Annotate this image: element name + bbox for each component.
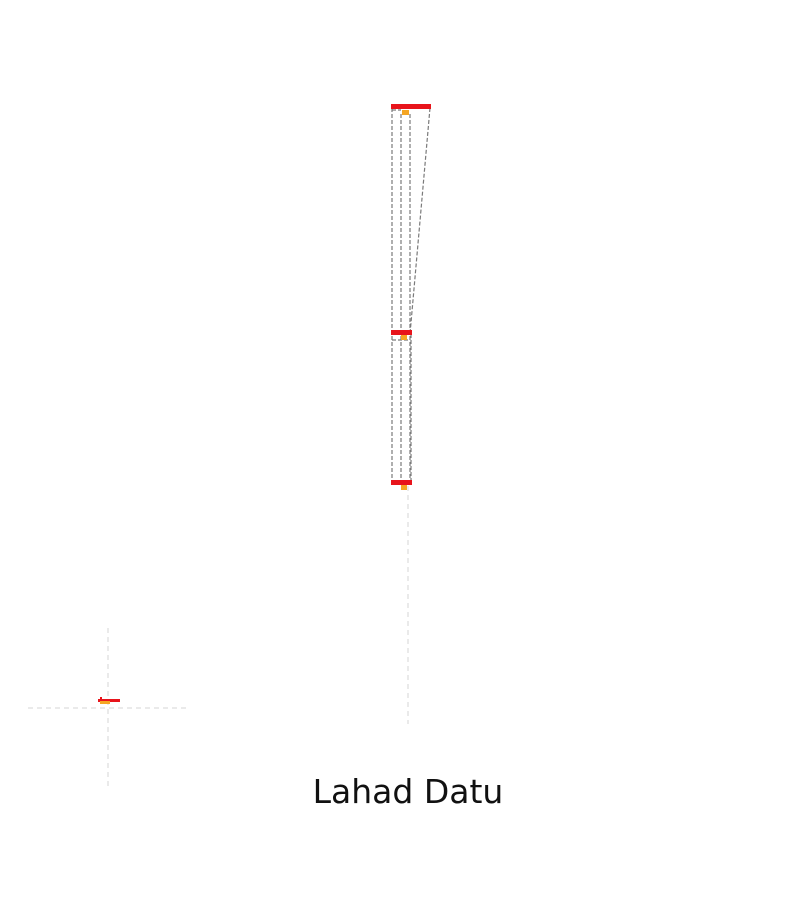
middle-marker-bar [391, 330, 412, 335]
column-outline [392, 108, 430, 486]
top-marker-dot [402, 110, 409, 115]
place-name-label: Lahad Datu [0, 772, 800, 811]
location-marker [98, 697, 120, 704]
bottom-marker-bar [391, 480, 412, 485]
top-marker-bar [391, 104, 431, 109]
middle-marker-dot [401, 335, 407, 340]
bottom-marker-dot [401, 485, 407, 490]
